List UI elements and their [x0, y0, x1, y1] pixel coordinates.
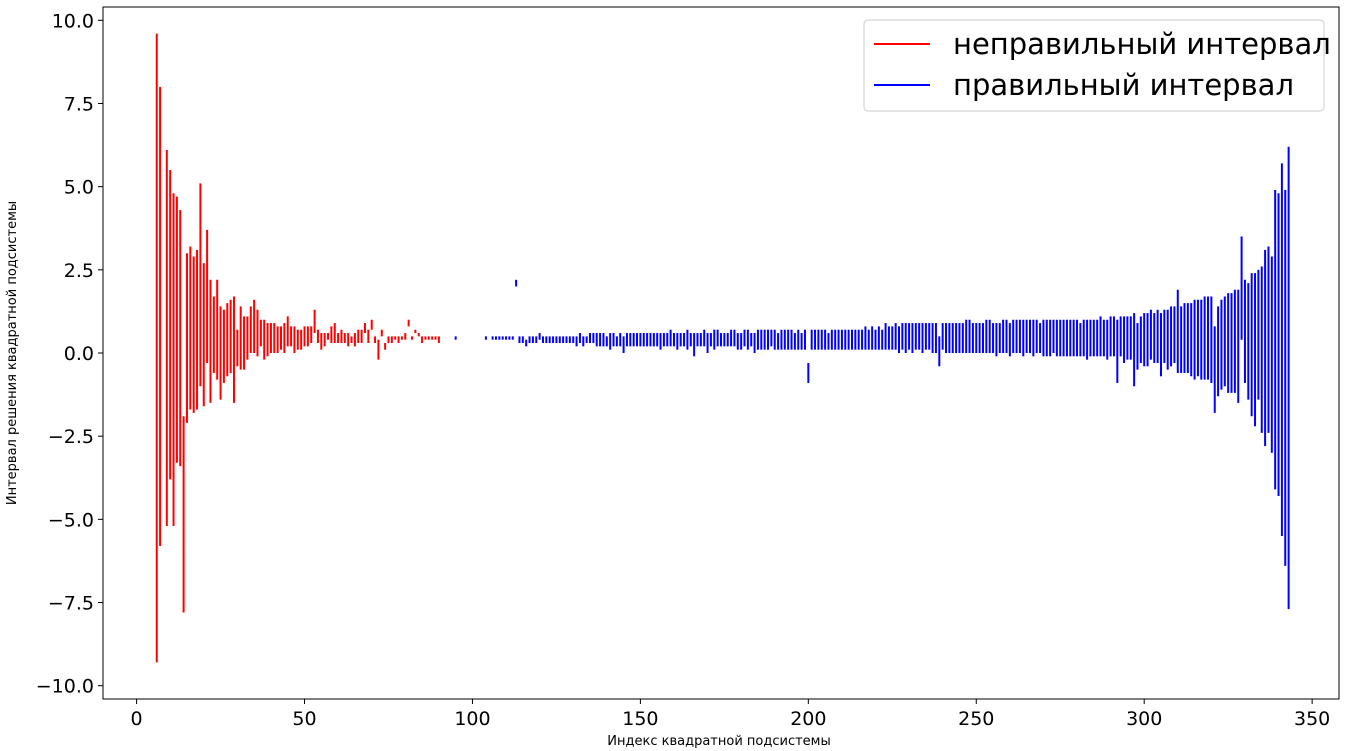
legend-label-wrong-interval: неправильный интервал [953, 27, 1331, 61]
x-tick-label: 150 [622, 708, 658, 730]
x-tick-label: 200 [790, 708, 826, 730]
y-tick-label: −5.0 [48, 509, 94, 531]
y-tick-label: 5.0 [64, 177, 94, 199]
x-tick-label: 100 [454, 708, 490, 730]
x-tick-label: 250 [958, 708, 994, 730]
legend-box [863, 19, 1325, 112]
x-axis: 0 50 100 150 200 250 300 350 [131, 699, 1330, 730]
legend: неправильный интервал правильный интерва… [863, 19, 1331, 112]
x-tick-label: 300 [1126, 708, 1162, 730]
y-tick-label: 0.0 [64, 343, 94, 365]
x-tick-label: 0 [131, 708, 143, 730]
y-tick-label: −2.5 [48, 426, 94, 448]
legend-label-correct-interval: правильный интервал [953, 68, 1294, 102]
interval-marks [155, 33, 1290, 663]
y-axis: 10.0 7.5 5.0 2.5 0.0 −2.5 −5.0 −7.5 −10.0 [36, 10, 103, 698]
x-tick-label: 350 [1294, 708, 1330, 730]
y-axis-label: Интервал решения квадратной подсистемы [5, 201, 20, 505]
x-axis-label: Индекс квадратной подсистемы [607, 734, 830, 749]
y-tick-label: −10.0 [36, 676, 94, 698]
x-tick-label: 50 [292, 708, 316, 730]
y-tick-label: 10.0 [52, 10, 94, 32]
y-tick-label: 2.5 [64, 260, 94, 282]
y-tick-label: −7.5 [48, 593, 94, 615]
plot-area [103, 7, 1339, 699]
y-tick-label: 7.5 [64, 93, 94, 115]
